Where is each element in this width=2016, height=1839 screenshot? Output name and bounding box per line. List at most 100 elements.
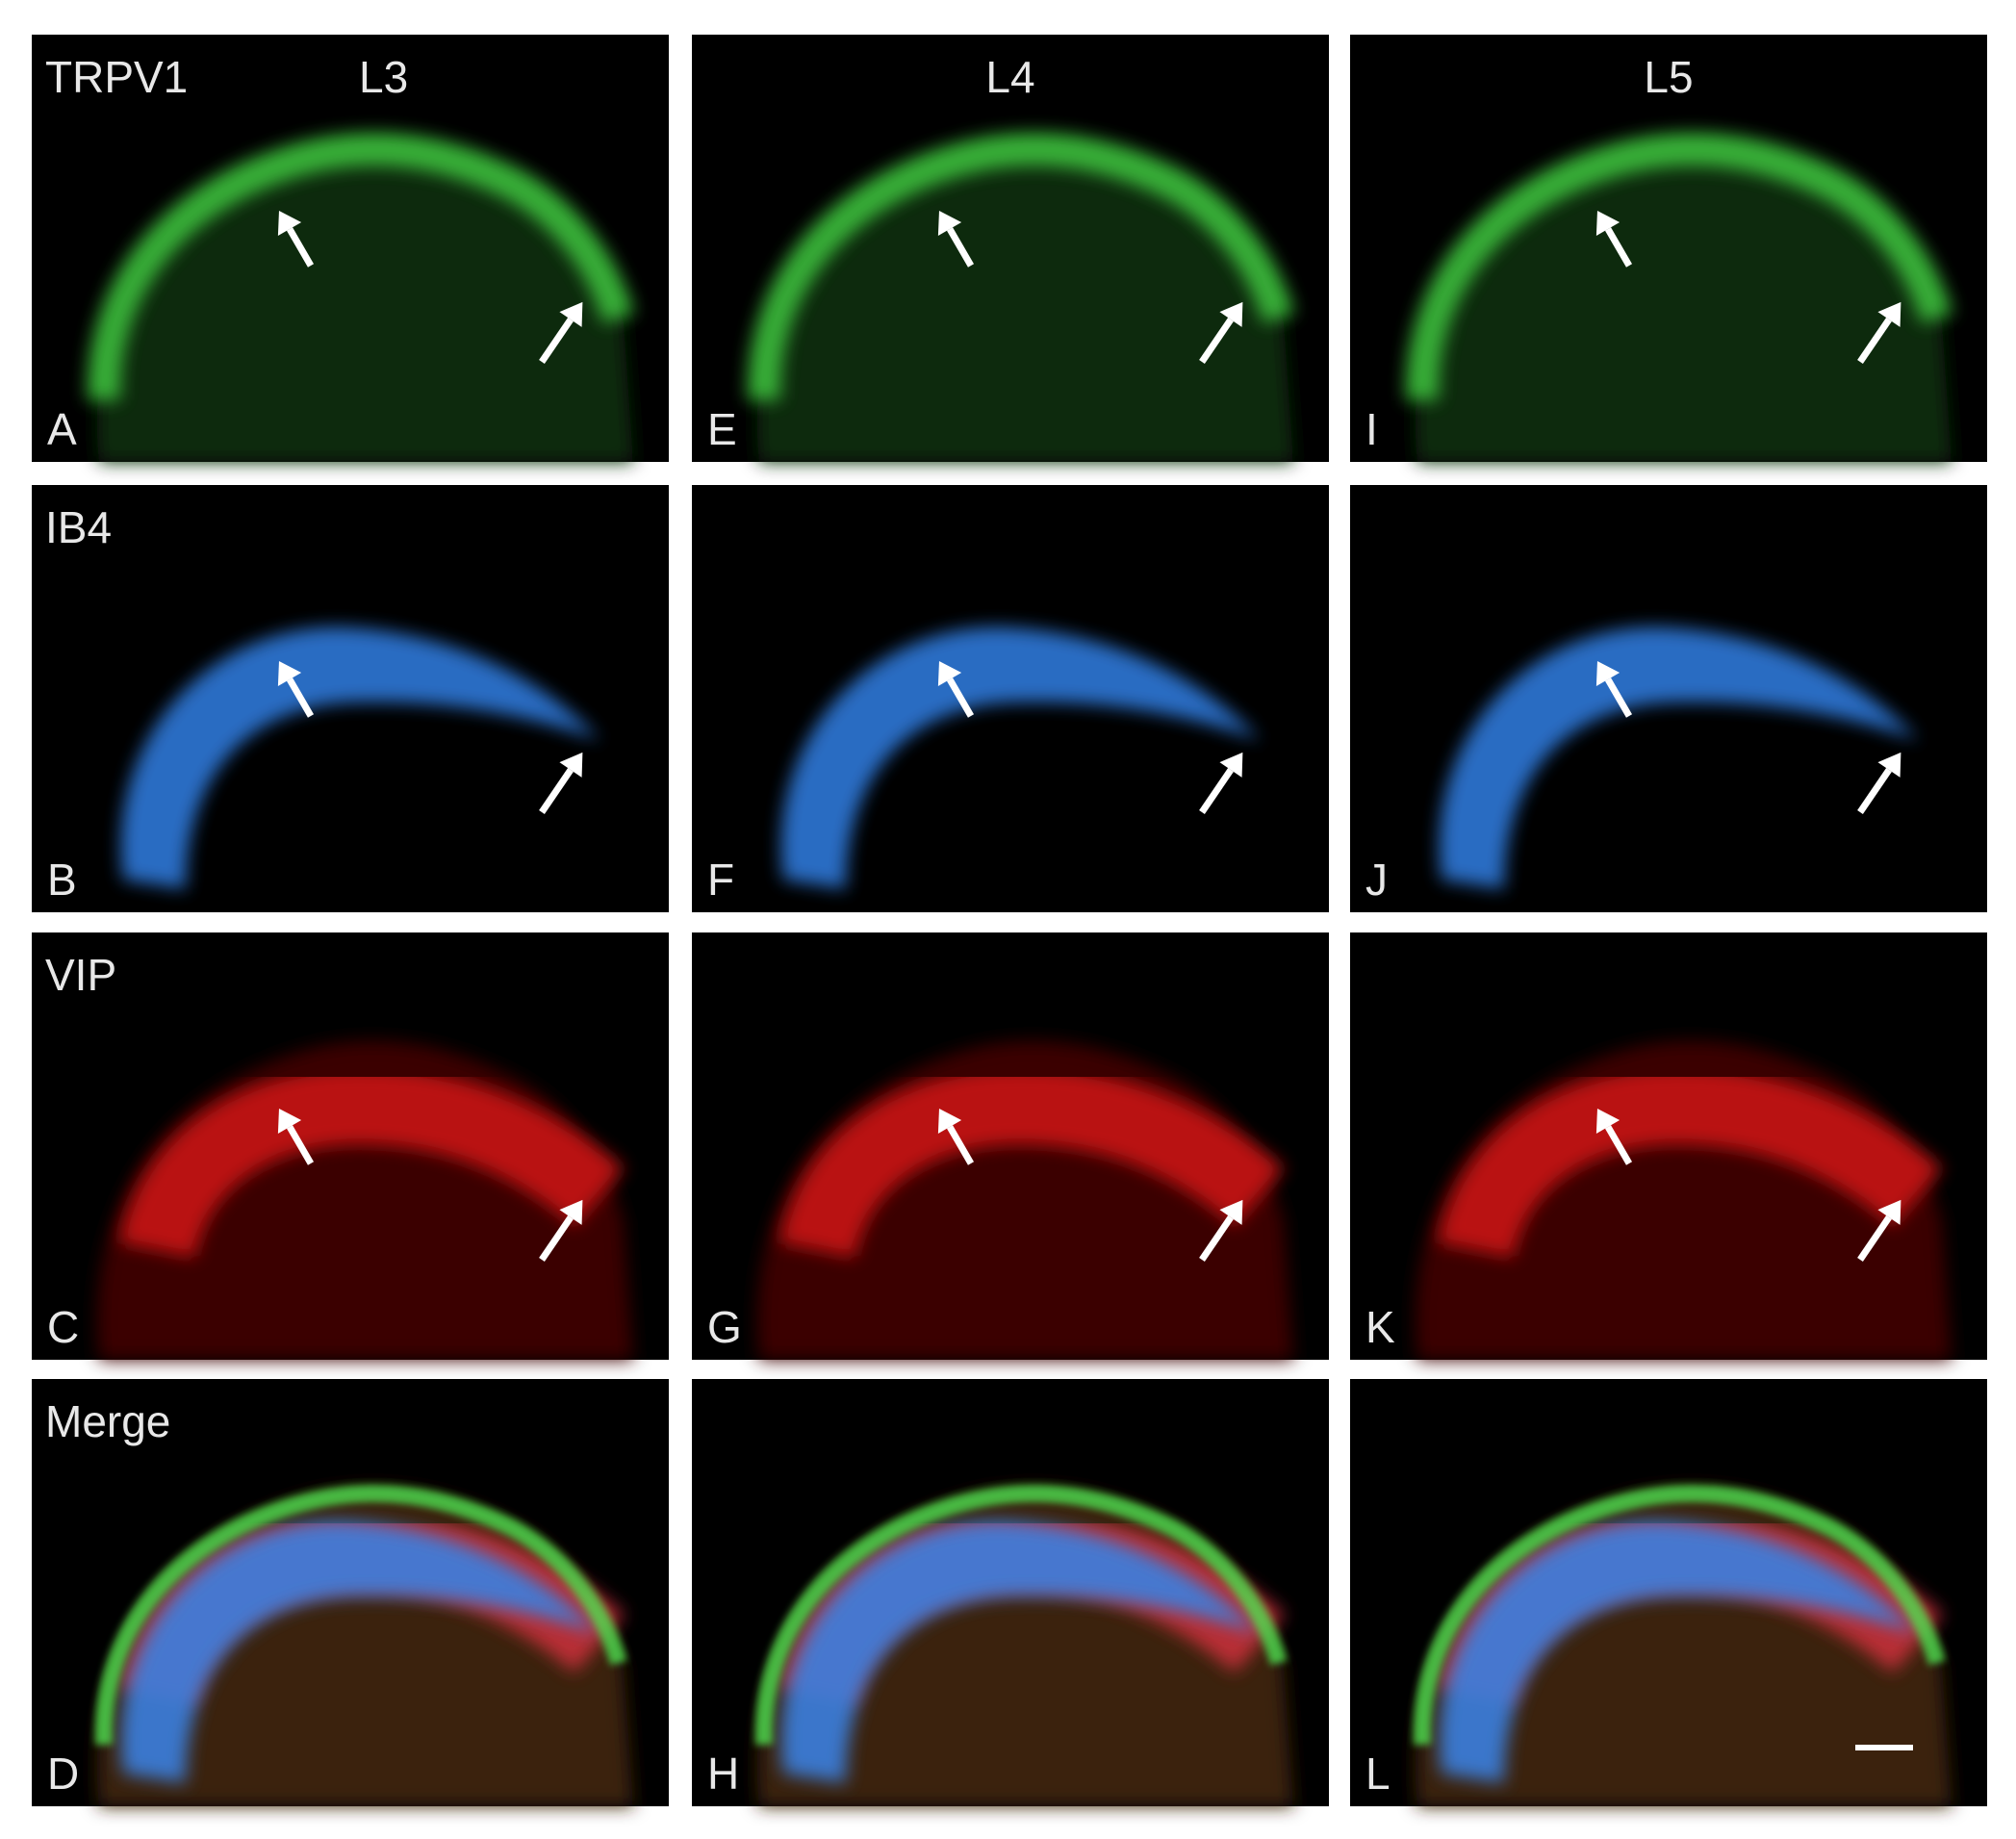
- row-label: VIP: [45, 950, 116, 1000]
- panel-letter: L: [1365, 1749, 1391, 1799]
- panel-letter: J: [1365, 855, 1388, 905]
- panel-letter: E: [707, 404, 737, 454]
- panel-letter: K: [1365, 1302, 1395, 1352]
- panel-letter: G: [707, 1302, 742, 1352]
- arrow-shaft: [539, 318, 574, 364]
- arrow-head: [1595, 210, 1620, 237]
- panel-image: [94, 1484, 634, 1806]
- panel: G: [692, 932, 1329, 1360]
- arrow-head: [1877, 1199, 1901, 1225]
- panel-image: [87, 132, 635, 462]
- column-label: L4: [985, 52, 1034, 102]
- arrow-head: [1219, 301, 1243, 327]
- row-label: TRPV1: [45, 52, 188, 102]
- scale-bar: [1855, 1745, 1913, 1750]
- arrow-shaft: [1857, 318, 1892, 364]
- panel: B IB4: [32, 485, 669, 912]
- stain-band: [1437, 1066, 1944, 1260]
- panel-image: [1439, 626, 1918, 889]
- arrow-shaft: [539, 1215, 574, 1262]
- tissue: [1415, 142, 1952, 462]
- arrow-shaft: [1604, 1125, 1633, 1165]
- arrow-shaft: [1199, 318, 1234, 364]
- panel: F: [692, 485, 1329, 912]
- tissue: [756, 142, 1293, 462]
- stain-band: [1439, 626, 1918, 889]
- stain-band: [778, 1066, 1286, 1260]
- arrow-head: [277, 1108, 302, 1135]
- arrow-shaft: [1857, 1215, 1892, 1262]
- stain-crescent: [120, 1520, 600, 1783]
- stain-band: [780, 626, 1260, 889]
- stain-crescent: [780, 1520, 1260, 1783]
- panel: L: [1350, 1379, 1987, 1806]
- arrow-head: [1595, 1108, 1620, 1135]
- stain-edge: [1405, 132, 1953, 401]
- panel: H: [692, 1379, 1329, 1806]
- panel: K: [1350, 932, 1987, 1360]
- arrow-head: [1595, 660, 1620, 687]
- panel-image: [1415, 1040, 1952, 1360]
- arrow-head: [1877, 301, 1901, 327]
- arrow-shaft: [1199, 768, 1234, 814]
- panel: E L4: [692, 35, 1329, 462]
- stain-crescent: [1439, 1520, 1918, 1783]
- arrow-shaft: [946, 1125, 975, 1165]
- panel-letter: I: [1365, 404, 1378, 454]
- panel-image: [96, 1040, 634, 1360]
- arrow-shaft: [1857, 768, 1892, 814]
- panel-image: [747, 132, 1295, 462]
- arrow-shaft: [286, 1125, 315, 1165]
- arrow-shaft: [946, 677, 975, 718]
- column-label: L3: [359, 52, 408, 102]
- arrow-shaft: [539, 768, 574, 814]
- panel-image: [1405, 132, 1953, 462]
- stain-edge: [87, 132, 635, 401]
- panel: A TRPV1 L3: [32, 35, 669, 462]
- arrow-shaft: [286, 677, 315, 718]
- stain-edge: [94, 1484, 627, 1746]
- panel-letter: D: [47, 1749, 79, 1799]
- stain-band: [120, 626, 600, 889]
- panel: J: [1350, 485, 1987, 912]
- panel-letter: A: [47, 404, 77, 454]
- arrow-head: [559, 1199, 583, 1225]
- arrow-shaft: [1604, 227, 1633, 268]
- arrow-head: [937, 1108, 962, 1135]
- tissue: [96, 142, 634, 462]
- stain-edge: [754, 1484, 1288, 1746]
- panel-image: [120, 626, 600, 889]
- arrow-head: [559, 301, 583, 327]
- panel-letter: B: [47, 855, 77, 905]
- column-label: L5: [1644, 52, 1693, 102]
- stain-edge: [747, 132, 1295, 401]
- panel-image: [756, 1040, 1293, 1360]
- arrow-shaft: [1604, 677, 1633, 718]
- arrow-head: [559, 752, 583, 778]
- arrow-head: [1219, 752, 1243, 778]
- panel-image: [1413, 1484, 1952, 1806]
- arrow-shaft: [1199, 1215, 1234, 1262]
- stain-band: [118, 1066, 625, 1260]
- arrow-shaft: [946, 227, 975, 268]
- arrow-shaft: [286, 227, 315, 268]
- panel-letter: C: [47, 1302, 79, 1352]
- panel: D Merge: [32, 1379, 669, 1806]
- arrow-head: [937, 210, 962, 237]
- panel-letter: H: [707, 1749, 739, 1799]
- panel-letter: F: [707, 855, 734, 905]
- arrow-head: [1219, 1199, 1243, 1225]
- panel: I L5: [1350, 35, 1987, 462]
- row-label: Merge: [45, 1396, 170, 1446]
- panel-image: [780, 626, 1260, 889]
- panel: C VIP: [32, 932, 669, 1360]
- stain-edge: [1413, 1484, 1946, 1746]
- row-label: IB4: [45, 502, 112, 552]
- arrow-head: [1877, 752, 1901, 778]
- arrow-head: [937, 660, 962, 687]
- arrow-head: [277, 210, 302, 237]
- panel-image: [754, 1484, 1293, 1806]
- arrow-head: [277, 660, 302, 687]
